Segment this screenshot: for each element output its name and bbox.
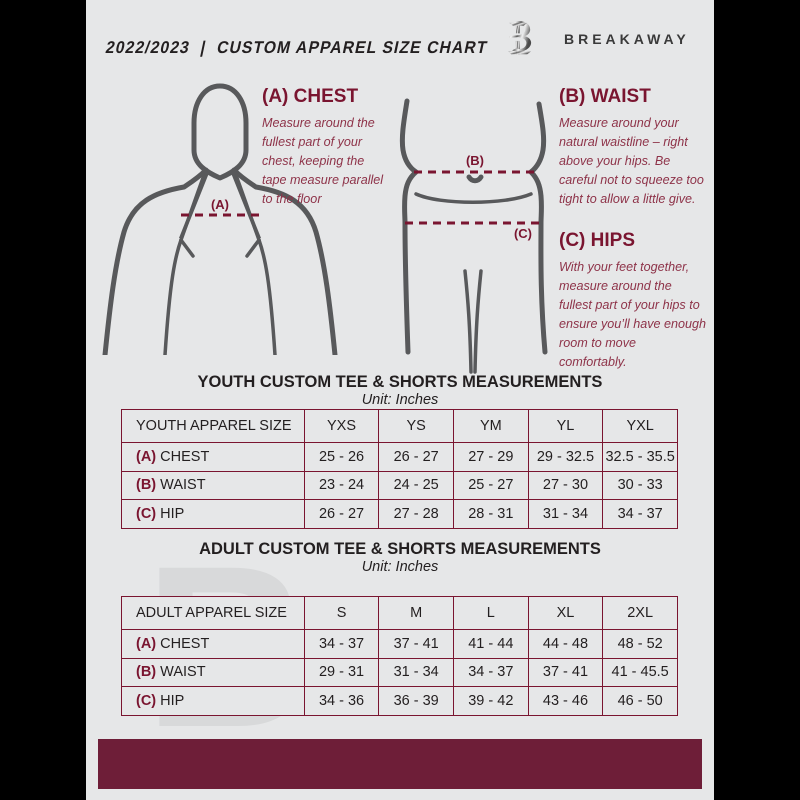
svg-text:(A): (A) (211, 197, 229, 212)
svg-text:(C): (C) (514, 226, 532, 241)
svg-text:(B): (B) (466, 153, 484, 168)
